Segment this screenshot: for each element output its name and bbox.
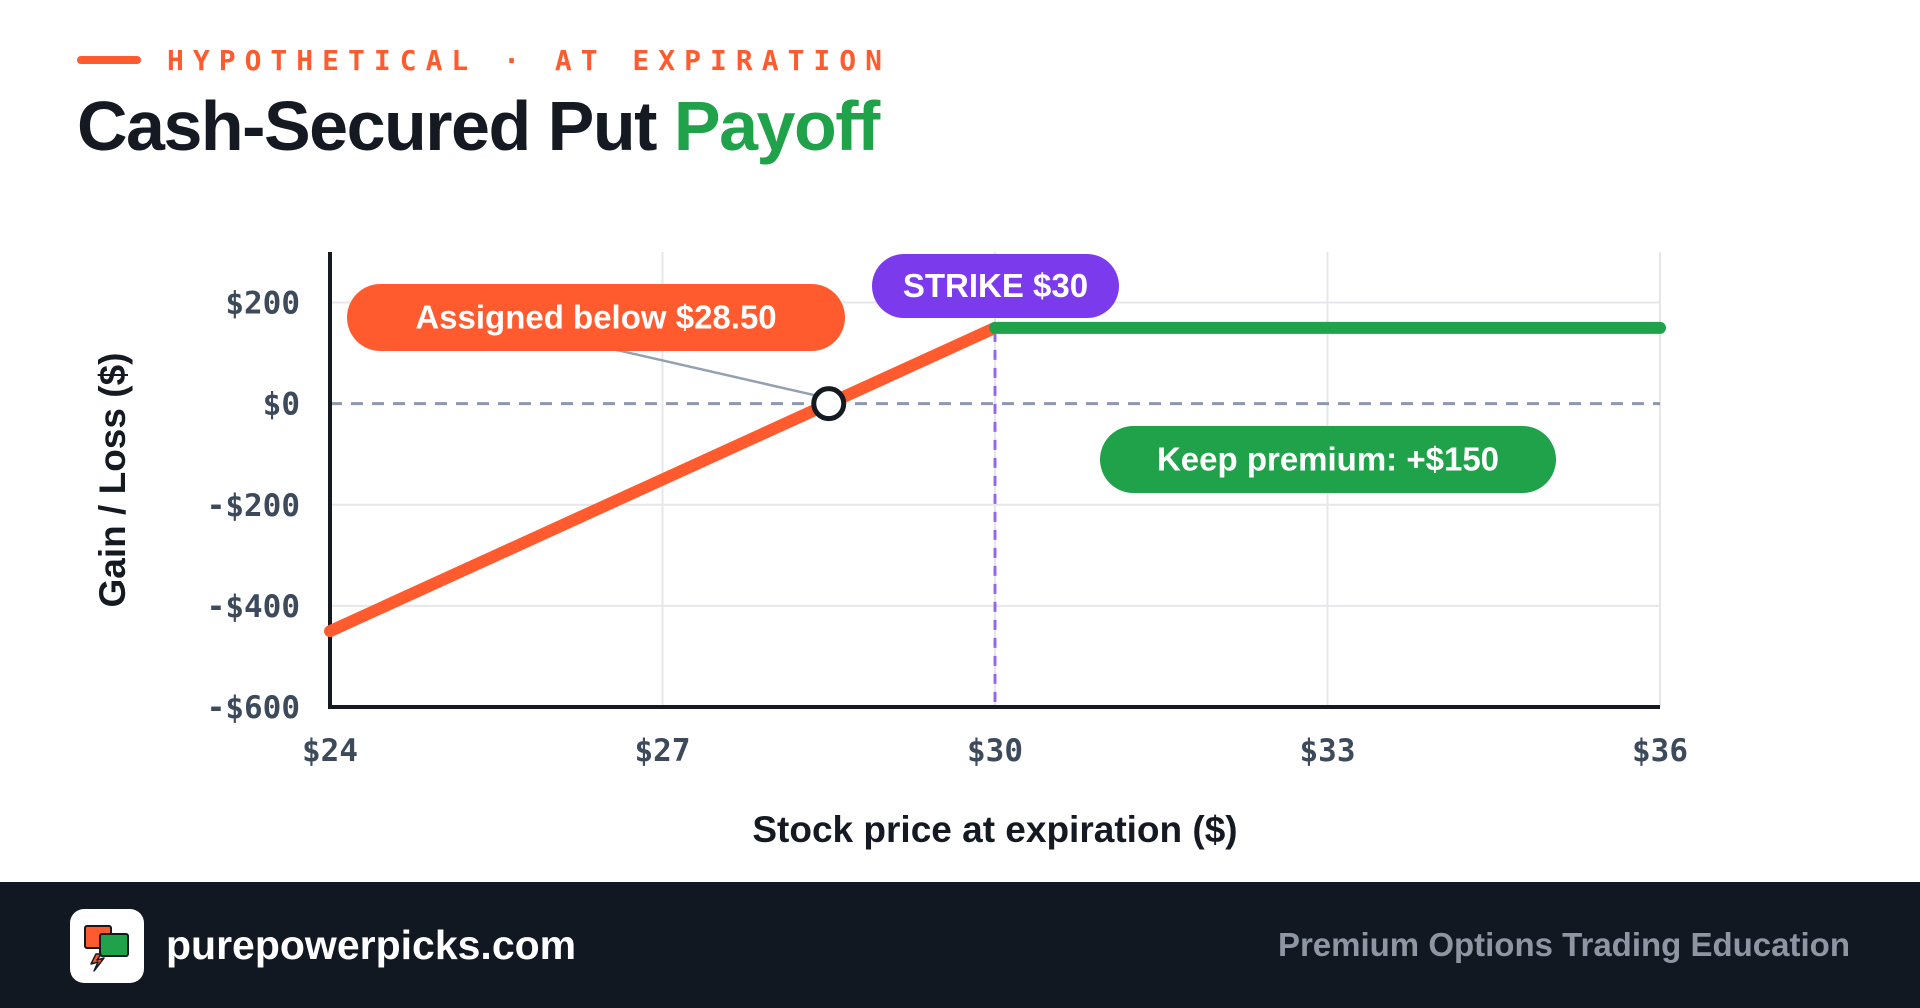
footer: purepowerpicks.com Premium Options Tradi… xyxy=(0,882,1920,1008)
kicker: HYPOTHETICAL · AT EXPIRATION xyxy=(77,43,892,77)
assigned-annotation-label: Assigned below $28.50 xyxy=(415,299,776,336)
lightning-chat-logo-icon xyxy=(84,925,129,972)
title-main: Cash-Secured Put xyxy=(77,87,657,165)
assigned-annotation-pill xyxy=(347,284,845,351)
y-axis-title: Gain / Loss ($) xyxy=(92,353,133,608)
kicker-text: HYPOTHETICAL · AT EXPIRATION xyxy=(167,43,892,77)
premium-annotation-label: Keep premium: +$150 xyxy=(1157,441,1499,478)
footer-tagline: Premium Options Trading Education xyxy=(1277,926,1850,963)
y-tick-label: -$200 xyxy=(207,488,300,524)
x-tick-label: $27 xyxy=(635,733,691,769)
strike-label: STRIKE $30 xyxy=(903,267,1088,304)
assigned-leader-line xyxy=(594,343,818,397)
y-tick-label: $0 xyxy=(263,387,300,423)
site-logo[interactable] xyxy=(70,909,144,983)
y-tick-label: $200 xyxy=(225,286,300,322)
y-tick-label: -$600 xyxy=(207,690,300,726)
payoff-chart: $200 $0 -$200 -$400 -$600$24 $27 $30 $33 $36 Stoc… xyxy=(92,252,1688,850)
title-accent: Payoff xyxy=(673,87,880,165)
x-axis-title: Stock price at expiration ($) xyxy=(752,809,1237,850)
payoff-line-loss xyxy=(324,321,1001,638)
breakeven-marker xyxy=(811,386,847,422)
x-tick-label: $33 xyxy=(1300,733,1356,769)
kicker-accent-bar xyxy=(77,56,141,64)
x-tick-label: $24 xyxy=(302,733,358,769)
y-tick-label: -$400 xyxy=(207,589,300,625)
site-name-link[interactable]: purepowerpicks.com xyxy=(166,922,577,968)
page-title: Cash-Secured Put Payoff xyxy=(77,86,880,166)
x-tick-label: $30 xyxy=(967,733,1023,769)
premium-annotation-pill xyxy=(1100,426,1556,493)
strike-pill xyxy=(872,254,1119,318)
x-tick-label: $36 xyxy=(1632,733,1688,769)
